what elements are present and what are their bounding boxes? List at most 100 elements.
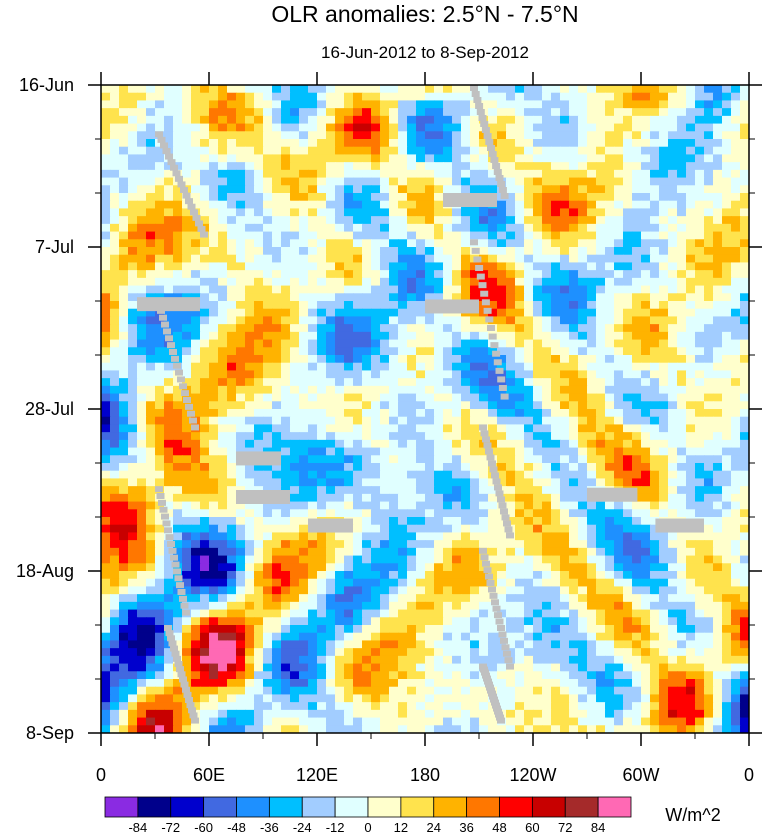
heatmap-cell [641,92,651,102]
heatmap-cell [533,308,543,318]
heatmap-cell [245,324,255,333]
heatmap-cell [164,586,174,595]
heatmap-cell [578,162,588,171]
heatmap-cell [506,162,516,171]
heatmap-cell [128,416,138,426]
heatmap-cell [704,571,714,580]
heatmap-cell [614,139,624,148]
heatmap-cell [182,200,192,210]
heatmap-cell [614,254,624,264]
heatmap-cell [227,409,237,418]
heatmap-cell [524,409,534,418]
heatmap-cell [137,540,147,549]
heatmap-cell [191,586,201,595]
heatmap-cell [695,486,705,495]
heatmap-cell [317,231,327,240]
heatmap-cell [317,185,327,194]
heatmap-cell [452,339,462,348]
heatmap-cell [254,115,264,125]
heatmap-cell [740,447,749,456]
heatmap-cell [317,563,327,572]
heatmap-cell [164,216,174,225]
heatmap-cell [416,162,426,171]
heatmap-cell [128,331,138,341]
heatmap-cell [191,185,201,194]
heatmap-cell [740,571,749,580]
heatmap-cell [686,324,696,333]
heatmap-cell [515,463,525,472]
heatmap-cell [380,347,390,356]
heatmap-cell [722,162,732,171]
heatmap-cell [569,409,579,418]
heatmap-cell [677,424,687,433]
heatmap-cell [128,370,138,379]
heatmap-cell [317,540,327,549]
heatmap-cell [389,285,399,294]
heatmap-cell [551,193,561,202]
heatmap-cell [677,216,687,225]
heatmap-cell [623,331,633,341]
heatmap-cell [380,478,390,487]
heatmap-cell [659,139,669,148]
heatmap-cell [434,486,444,495]
heatmap-cell [326,293,336,302]
heatmap-cell [290,609,300,618]
heatmap-cell [740,347,749,356]
heatmap-cell [254,285,264,294]
heatmap-cell [470,146,480,156]
heatmap-cell [569,239,579,248]
heatmap-cell [362,378,372,387]
heatmap-cell [713,540,723,549]
heatmap-cell [731,285,741,294]
heatmap-cell [668,378,678,387]
heatmap-cell [731,432,741,441]
heatmap-cell [623,409,633,418]
heatmap-cell [353,108,363,117]
heatmap-cell [722,355,732,364]
heatmap-cell [209,509,219,518]
heatmap-cell [281,177,291,186]
heatmap-cell [308,131,318,140]
heatmap-cell [443,547,453,557]
heatmap-cell [191,601,201,611]
heatmap-cell [335,308,345,318]
heatmap-cell [650,532,660,541]
heatmap-cell [101,139,111,148]
heatmap-cell [119,200,129,210]
heatmap-cell [578,146,588,156]
heatmap-cell [137,154,147,163]
heatmap-cell [452,324,462,333]
heatmap-cell [434,139,444,148]
heatmap-cell [155,601,165,611]
heatmap-cell [326,193,336,202]
heatmap-cell [434,601,444,611]
heatmap-cell [308,432,318,441]
heatmap-cell [407,223,417,233]
heatmap-cell [434,208,444,217]
heatmap-cell [605,200,615,210]
heatmap-cell [533,200,543,210]
heatmap-cell [596,594,606,603]
heatmap-cell [398,524,408,534]
heatmap-cell [632,355,642,364]
heatmap-cell [218,316,228,325]
heatmap-cell [695,571,705,580]
heatmap-cell [578,424,588,433]
heatmap-cell [290,486,300,495]
heatmap-cell [470,347,480,356]
heatmap-cell [101,609,111,618]
heatmap-cell [695,146,705,156]
heatmap-cell [560,308,570,318]
heatmap-cell [254,409,264,418]
heatmap-cell [344,501,354,510]
heatmap-cell [614,131,624,140]
heatmap-cell [407,308,417,318]
heatmap-cell [479,169,489,179]
heatmap-cell [704,185,714,194]
heatmap-cell [452,463,462,472]
heatmap-cell [281,540,291,549]
heatmap-cell [461,169,471,179]
heatmap-cell [470,185,480,194]
heatmap-cell [632,339,642,348]
heatmap-cell [623,301,633,310]
